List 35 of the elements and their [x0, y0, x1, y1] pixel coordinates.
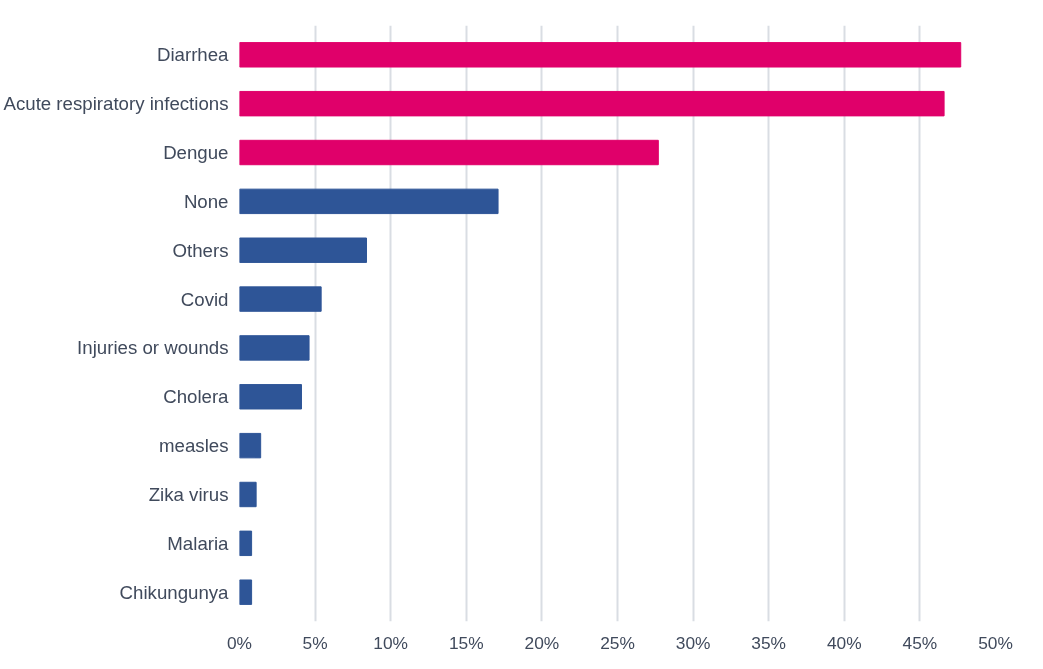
- x-tick-label: 10%: [373, 632, 409, 653]
- y-tick-label: Cholera: [163, 386, 230, 408]
- x-tick-label: 25%: [600, 632, 635, 653]
- x-tick-label: 45%: [902, 632, 938, 653]
- bar: [239, 42, 962, 68]
- x-tick-label: 35%: [751, 632, 787, 653]
- bar: [239, 432, 262, 459]
- x-tick-label: 30%: [675, 632, 711, 653]
- y-tick-label: Others: [172, 239, 229, 261]
- y-tick-label: Acute respiratory infections: [3, 93, 229, 115]
- bar: [239, 481, 257, 508]
- x-tick-label: 0%: [226, 632, 253, 653]
- y-tick-label: Injuries or wounds: [77, 337, 229, 359]
- bar: [239, 237, 368, 263]
- y-tick-label: measles: [159, 435, 229, 457]
- x-tick-label: 40%: [826, 632, 862, 653]
- x-tick-label: 50%: [978, 632, 1013, 653]
- bar: [239, 139, 659, 166]
- y-tick-label: Malaria: [167, 532, 230, 554]
- bar: [239, 335, 310, 361]
- y-tick-label: Diarrhea: [156, 44, 230, 66]
- bar: [239, 384, 302, 410]
- y-tick-label: None: [183, 190, 229, 212]
- x-tick-label: 20%: [524, 632, 560, 653]
- bar: [239, 90, 945, 117]
- x-tick-label: 5%: [302, 632, 328, 653]
- bar: [239, 579, 253, 605]
- bar: [239, 286, 322, 312]
- y-tick-label: Dengue: [163, 142, 229, 164]
- x-tick-label: 15%: [448, 632, 484, 653]
- bar: [239, 530, 253, 557]
- y-tick-label: Chikungunya: [119, 581, 230, 603]
- y-tick-label: Covid: [180, 288, 229, 310]
- y-tick-label: Zika virus: [148, 483, 229, 505]
- bar: [239, 188, 499, 215]
